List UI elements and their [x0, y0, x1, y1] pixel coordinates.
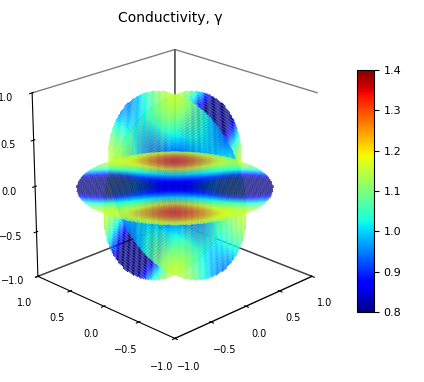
Title: Conductivity, γ: Conductivity, γ [118, 11, 223, 25]
